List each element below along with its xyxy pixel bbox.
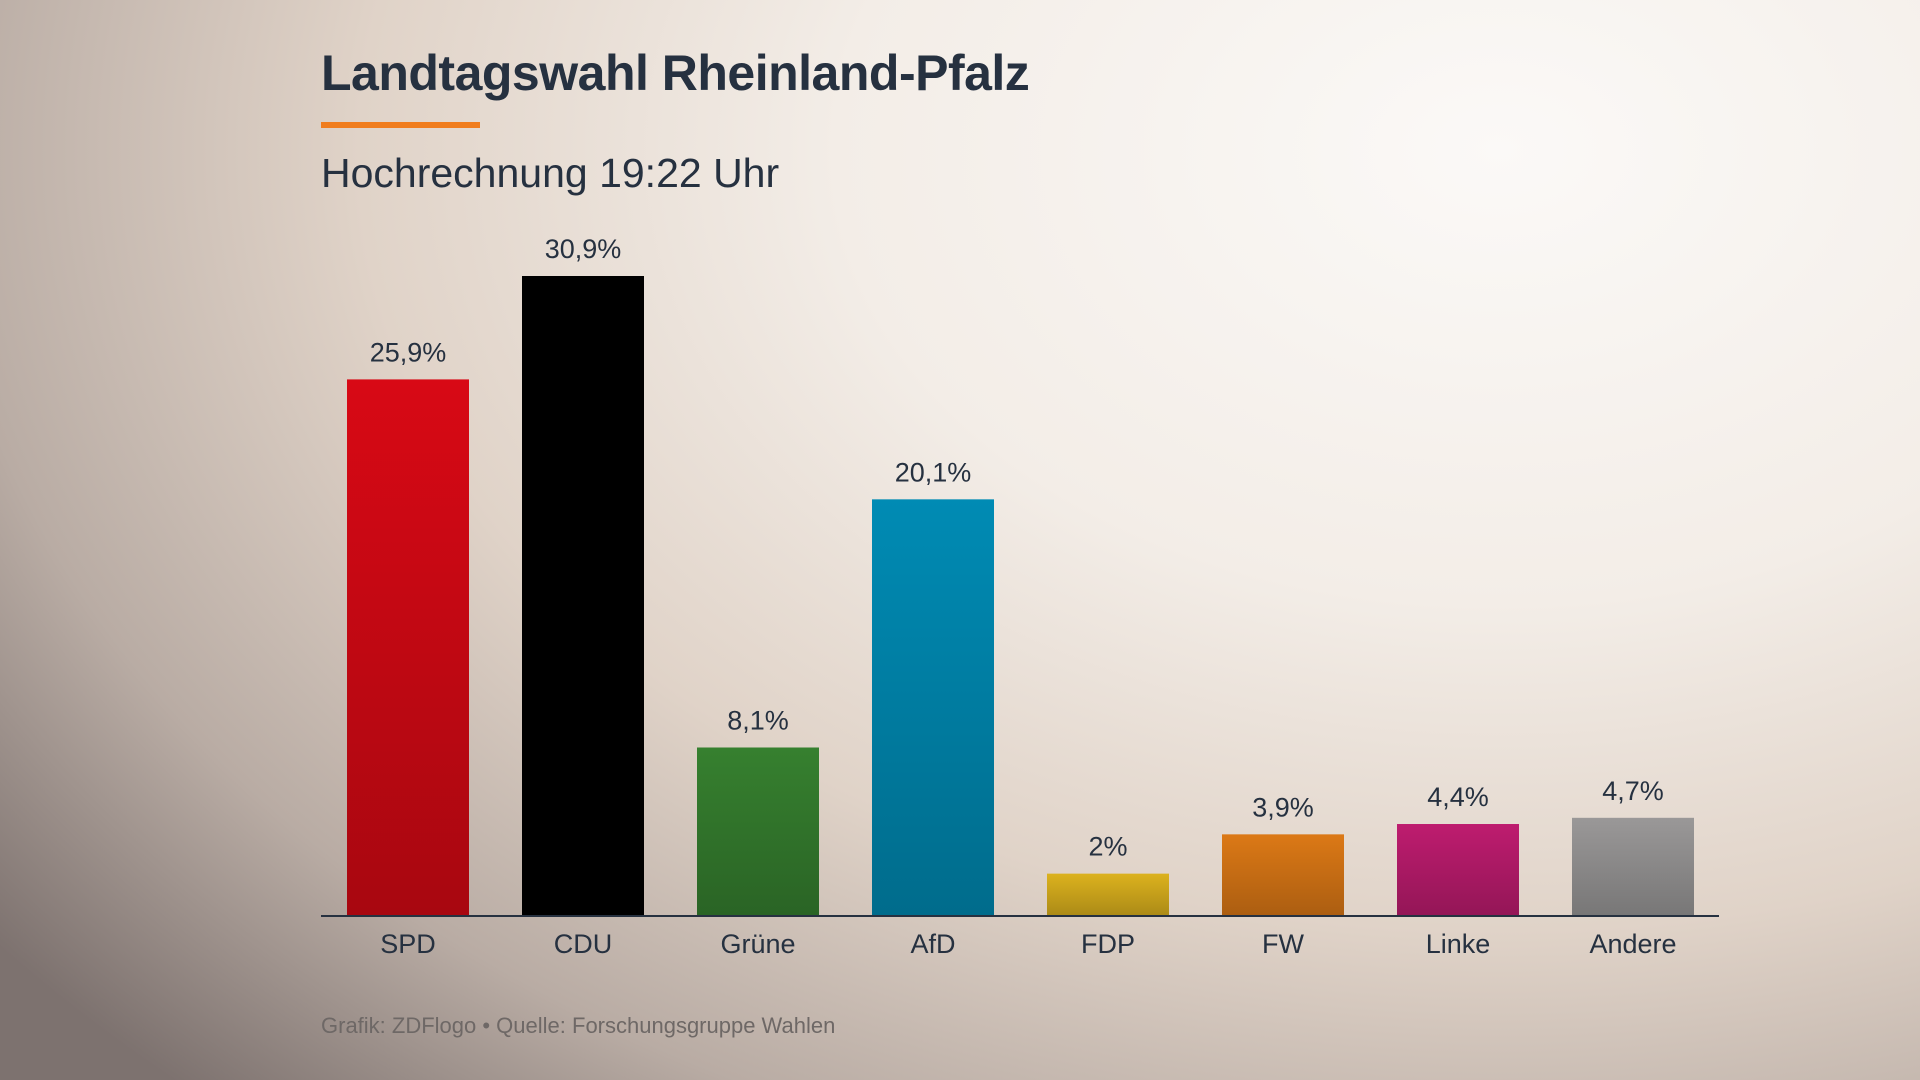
category-label: Andere xyxy=(1589,929,1676,959)
category-label: AfD xyxy=(910,929,955,959)
category-label: FW xyxy=(1262,929,1304,959)
value-label: 30,9% xyxy=(545,234,622,264)
value-label: 2% xyxy=(1088,832,1127,862)
value-label: 3,9% xyxy=(1252,792,1314,822)
value-label: 4,4% xyxy=(1427,782,1489,812)
title-accent-line xyxy=(321,122,480,128)
bar-andere xyxy=(1572,817,1694,915)
bar-fdp xyxy=(1047,873,1169,915)
bar-fw xyxy=(1222,834,1344,915)
bar-spd xyxy=(347,379,469,915)
value-label: 8,1% xyxy=(727,705,789,735)
category-label: SPD xyxy=(380,929,436,959)
category-label: Linke xyxy=(1426,929,1491,959)
value-label: 4,7% xyxy=(1602,776,1664,806)
bar-linke xyxy=(1397,824,1519,915)
category-label: FDP xyxy=(1081,929,1135,959)
category-label: Grüne xyxy=(720,929,795,959)
bar-grüne xyxy=(697,747,819,915)
value-label: 20,1% xyxy=(895,457,972,487)
category-label: CDU xyxy=(554,929,613,959)
bar-cdu xyxy=(522,276,644,915)
source-footer: Grafik: ZDFlogo • Quelle: Forschungsgrup… xyxy=(321,1013,836,1038)
chart-title: Landtagswahl Rheinland-Pfalz xyxy=(321,45,1030,101)
bar-afd xyxy=(872,499,994,915)
value-label: 25,9% xyxy=(370,337,447,367)
chart-subtitle: Hochrechnung 19:22 Uhr xyxy=(321,150,780,196)
